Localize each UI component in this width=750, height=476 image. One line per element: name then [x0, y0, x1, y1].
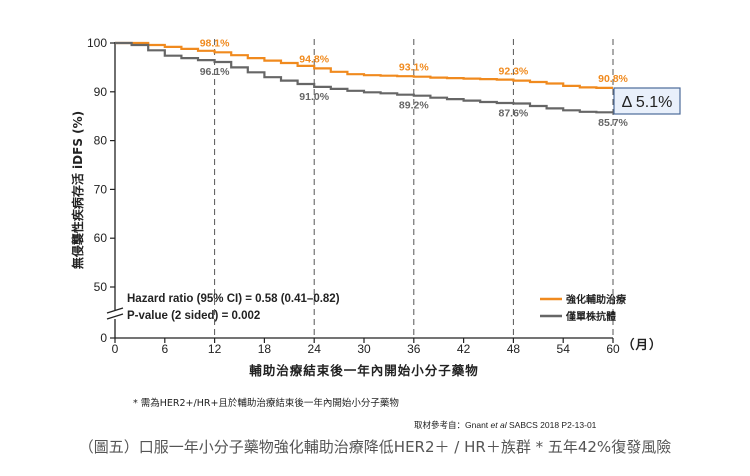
- enhanced-point-label: 98.1%: [200, 37, 230, 49]
- reference-et-al: et al: [490, 420, 507, 430]
- y-tick-label: 50: [94, 280, 108, 294]
- delta-callout: Δ 5.1%: [613, 87, 681, 115]
- x-tick-label: 54: [557, 342, 571, 356]
- antibody-point-label: 96.1%: [200, 66, 230, 78]
- legend-label-antibody: 僅單株抗體: [565, 310, 616, 323]
- series-line-enhanced: [115, 41, 613, 89]
- x-tick-label: 30: [357, 342, 371, 356]
- y-tick-label: 100: [87, 36, 107, 50]
- enhanced-point-label: 94.8%: [299, 53, 329, 65]
- x-axis: 0 6 12 18 24 30 36 42 48 54 60 （月）: [112, 337, 663, 356]
- enhanced-point-label: 92.3%: [499, 66, 529, 78]
- x-axis-label: 輔助治療結束後一年內開始小分子藥物: [249, 363, 479, 378]
- x-tick-label: 12: [208, 342, 222, 356]
- y-axis-label: 無侵襲性疾病存活 iDFS (%): [70, 111, 85, 269]
- y-axis: 50 60 70 80 90 100 0: [87, 36, 125, 345]
- y-axis-break-mark: [105, 307, 125, 320]
- x-tick-label: 6: [161, 342, 168, 356]
- x-tick-label: 24: [308, 342, 322, 356]
- enhanced-point-label: 93.1%: [399, 62, 429, 74]
- antibody-point-label: 89.2%: [399, 100, 429, 112]
- enhanced-point-label: 90.8%: [598, 73, 628, 85]
- legend: 強化輔助治療 僅單株抗體: [540, 293, 626, 323]
- reference-label: 取材參考自：: [414, 421, 466, 431]
- delta-label: Δ 5.1%: [622, 94, 673, 111]
- x-tick-label: 48: [507, 342, 521, 356]
- antibody-point-label: 85.7%: [598, 117, 628, 129]
- reference-citation: 取材參考自：Gnant et al SABCS 2018 P2-13-01: [414, 419, 596, 431]
- y-tick-label: 0: [100, 331, 107, 345]
- x-tick-label: 42: [457, 342, 471, 356]
- legend-label-enhanced: 強化輔助治療: [566, 293, 626, 306]
- delta-box: [613, 87, 681, 115]
- reference-author: Gnant: [465, 420, 491, 430]
- p-value-annotation: P-value (2 sided) = 0.002: [127, 310, 260, 322]
- x-tick-label: 36: [407, 342, 421, 356]
- y-tick-label: 60: [94, 231, 108, 245]
- hazard-ratio-annotation: Hazard ratio (95% CI) = 0.58 (0.41–0.82): [127, 293, 340, 305]
- y-tick-label: 90: [94, 85, 108, 99]
- reference-source: SABCS 2018 P2-13-01: [506, 420, 597, 430]
- antibody-point-label: 91.0%: [299, 91, 329, 103]
- x-tick-label: 18: [258, 342, 272, 356]
- y-tick-label: 80: [94, 134, 108, 148]
- x-tick-label: 60: [606, 342, 620, 356]
- antibody-point-label: 87.6%: [499, 108, 529, 120]
- series-line-antibody: [115, 41, 615, 114]
- x-unit: （月）: [622, 337, 663, 352]
- y-tick-label: 70: [94, 182, 108, 196]
- figure-caption: （圖五）口服一年小分子藥物強化輔助治療降低HER2＋ / HR＋族群 * 五年4…: [78, 438, 672, 456]
- x-tick-label: 0: [112, 342, 119, 356]
- footnote: * 需為HER2+/HR+且於輔助治療結束後一年內開始小分子藥物: [133, 398, 399, 409]
